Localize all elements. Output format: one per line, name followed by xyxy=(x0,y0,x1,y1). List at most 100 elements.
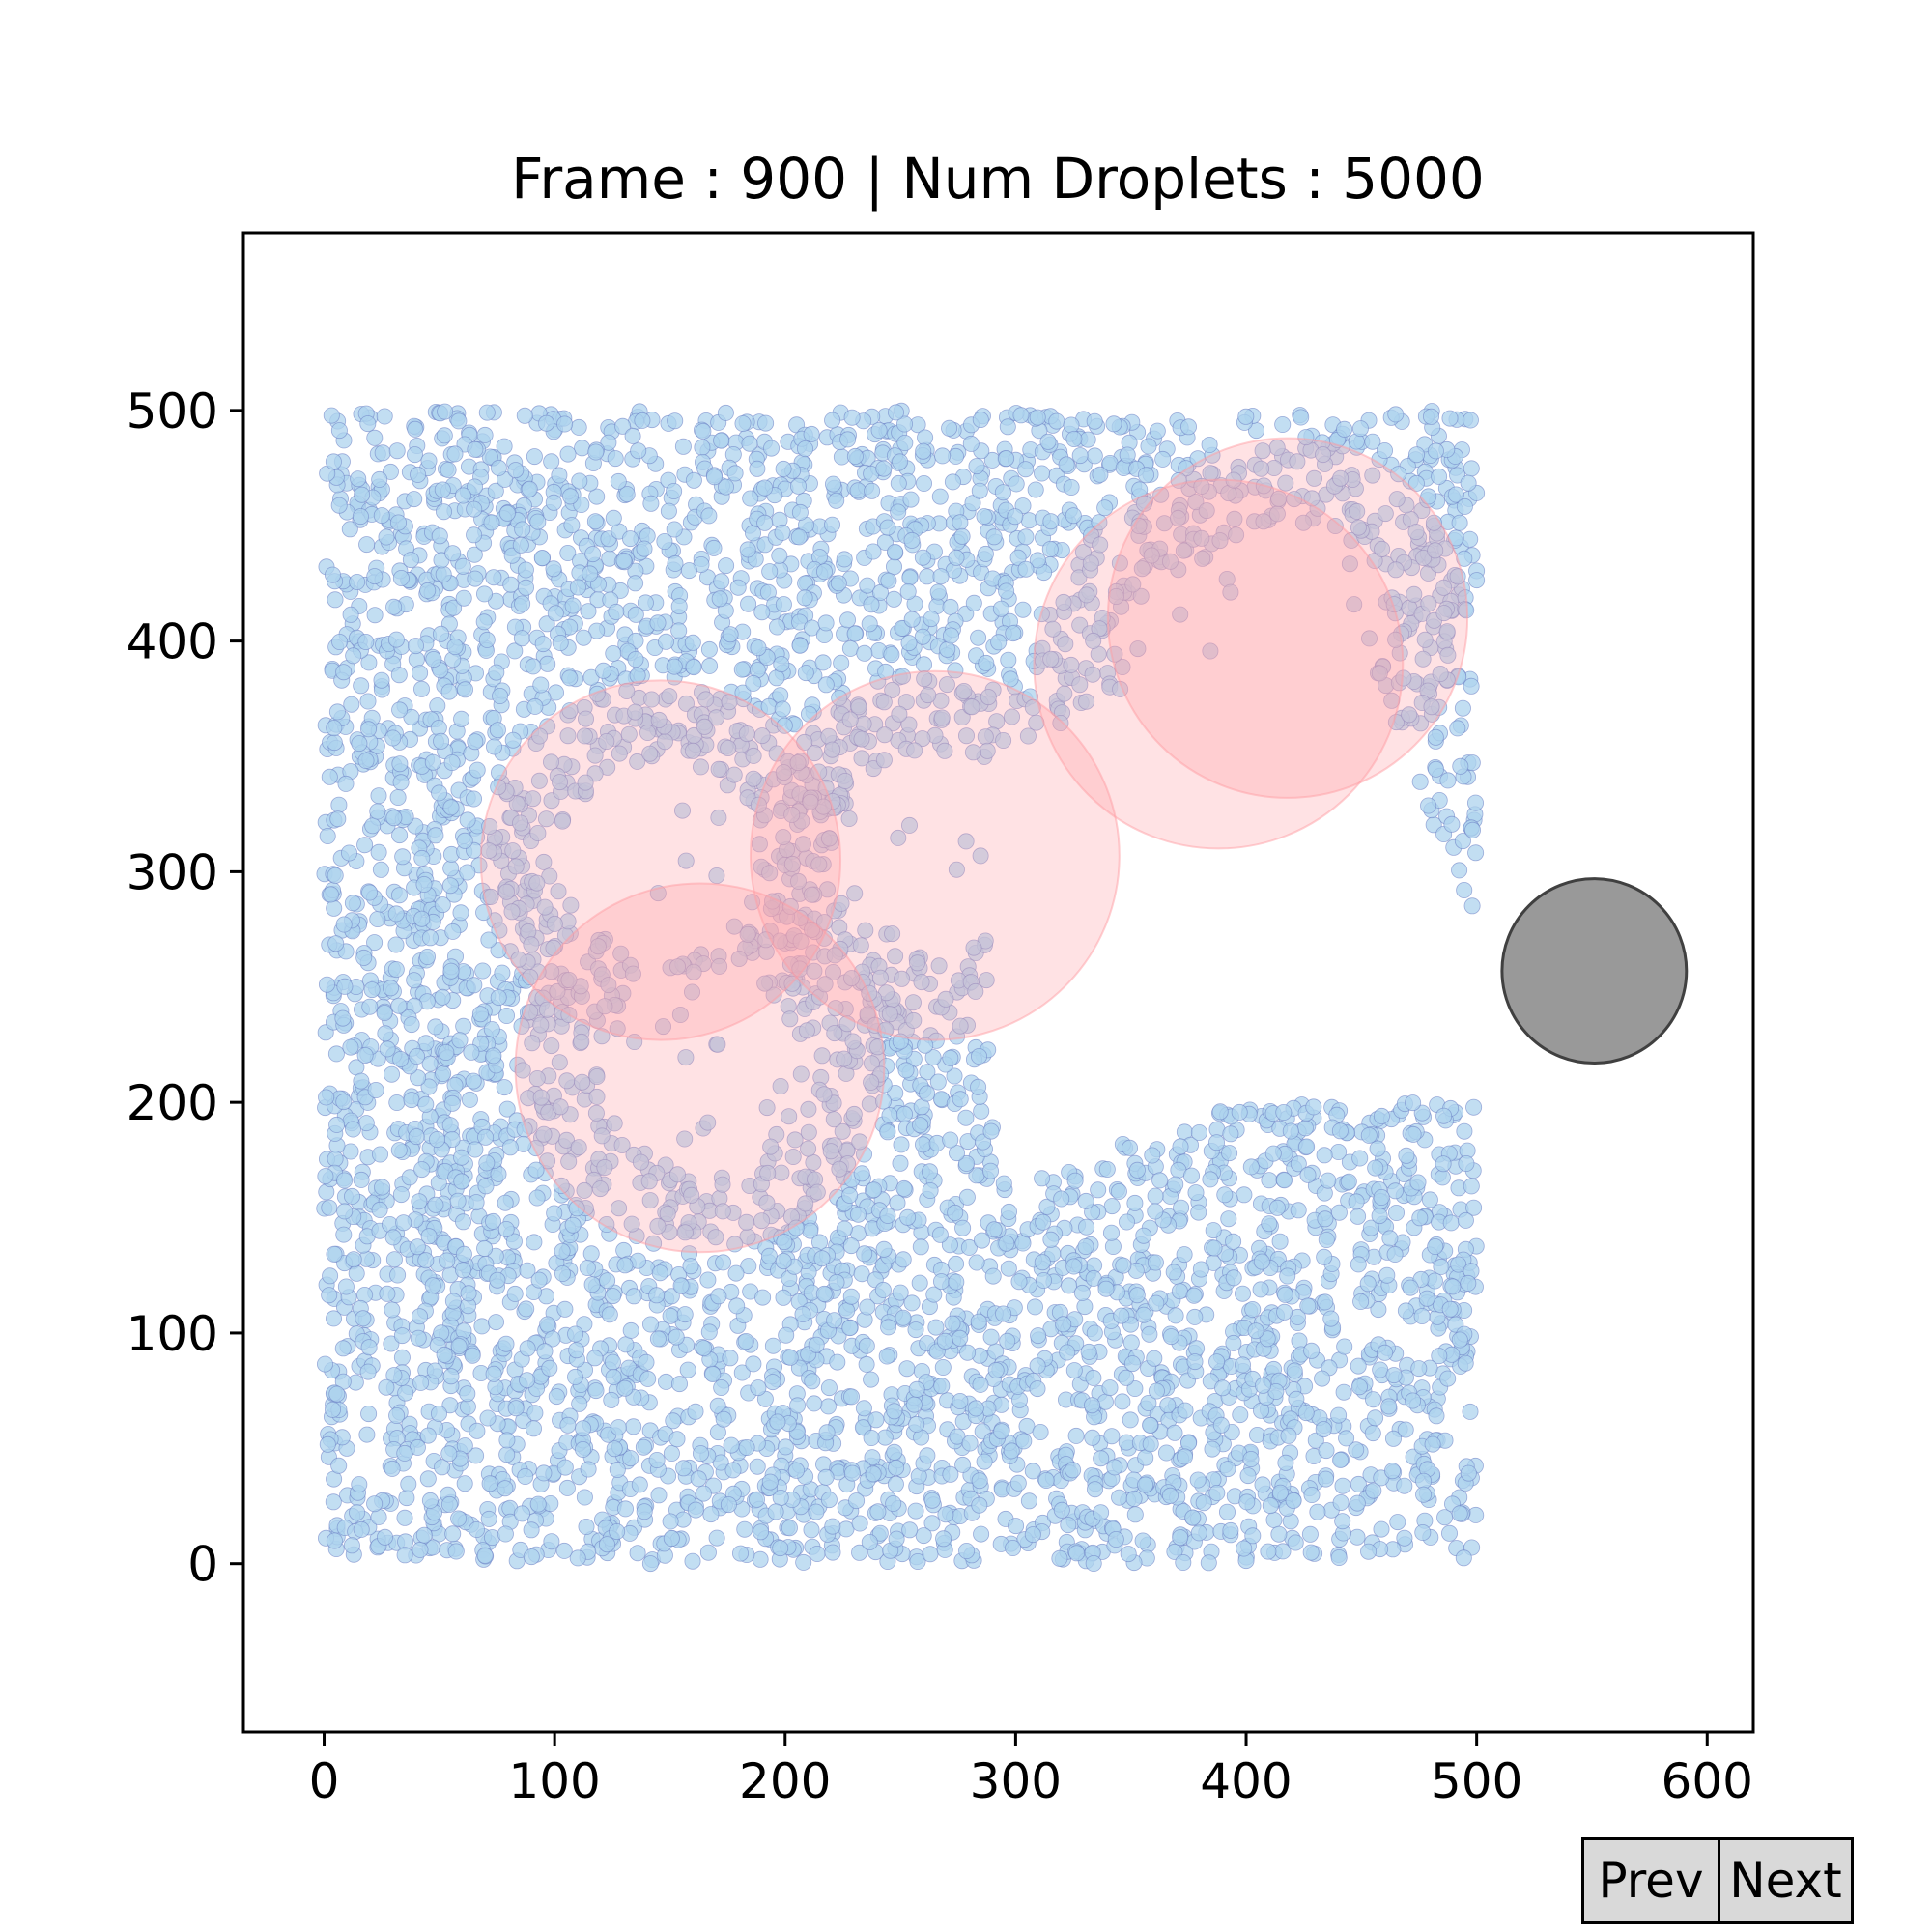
droplet-point xyxy=(418,948,437,966)
droplet-point xyxy=(694,439,711,456)
droplet-point xyxy=(885,1494,902,1513)
droplet-point xyxy=(498,1432,516,1449)
droplet-point xyxy=(456,681,474,698)
droplet-point xyxy=(1182,1167,1201,1184)
droplet-point xyxy=(1084,1429,1101,1446)
droplet-point xyxy=(968,458,985,475)
droplet-point xyxy=(1288,1390,1305,1407)
droplet-point xyxy=(675,1460,693,1477)
droplet-point xyxy=(1397,1302,1414,1320)
droplet-point xyxy=(535,1464,553,1482)
droplet-point xyxy=(972,411,989,429)
droplet-point xyxy=(789,1397,807,1414)
droplet-point xyxy=(469,1422,486,1439)
droplet-point xyxy=(1171,1283,1188,1300)
droplet-point xyxy=(586,1350,604,1367)
droplet-point xyxy=(355,1310,372,1327)
droplet-point xyxy=(627,606,644,623)
droplet-point xyxy=(548,1388,565,1406)
droplet-point xyxy=(1026,1298,1044,1316)
droplet-point xyxy=(1137,1449,1154,1466)
droplet-point xyxy=(1035,1271,1053,1290)
droplet-point xyxy=(345,1251,362,1268)
droplet-point xyxy=(480,931,497,949)
droplet-point xyxy=(846,885,864,902)
droplet-point xyxy=(931,1226,949,1243)
droplet-point xyxy=(685,659,702,676)
droplet-point xyxy=(394,848,412,866)
droplet-point xyxy=(442,799,460,816)
droplet-point xyxy=(622,1321,639,1339)
droplet-point xyxy=(1460,1464,1477,1482)
droplet-point xyxy=(923,611,940,628)
droplet-point xyxy=(679,1361,696,1378)
droplet-point xyxy=(446,638,464,656)
droplet-point xyxy=(1398,1147,1415,1164)
droplet-point xyxy=(566,1368,584,1385)
droplet-point xyxy=(1192,1261,1209,1278)
droplet-point xyxy=(1186,1308,1204,1325)
droplet-point xyxy=(990,634,1008,651)
droplet-point xyxy=(588,1067,606,1086)
droplet-point xyxy=(396,1509,413,1526)
droplet-point xyxy=(1226,510,1243,527)
droplet-point xyxy=(892,453,909,470)
droplet-point xyxy=(953,527,971,545)
droplet-point xyxy=(1462,1403,1479,1420)
droplet-point xyxy=(326,720,343,737)
droplet-point xyxy=(373,507,390,525)
droplet-point xyxy=(378,528,395,546)
droplet-point xyxy=(356,1046,374,1065)
droplet-point xyxy=(775,460,792,477)
droplet-point xyxy=(446,445,464,463)
droplet-point xyxy=(929,1073,947,1091)
droplet-point xyxy=(336,978,354,995)
droplet-point xyxy=(541,1359,558,1377)
droplet-point xyxy=(443,1094,461,1112)
droplet-point xyxy=(526,1405,544,1422)
droplet-point xyxy=(1078,1218,1095,1236)
droplet-point xyxy=(444,1525,462,1543)
droplet-point xyxy=(887,948,904,965)
droplet-point xyxy=(392,1186,410,1204)
droplet-point xyxy=(903,611,921,628)
droplet-point xyxy=(431,784,448,802)
droplet-point xyxy=(768,669,785,687)
droplet-point xyxy=(1318,1231,1335,1249)
droplet-point xyxy=(383,1335,400,1352)
droplet-point xyxy=(1330,1406,1348,1424)
droplet-point xyxy=(849,1206,867,1223)
droplet-point xyxy=(666,658,683,675)
droplet-point xyxy=(1177,1402,1194,1419)
droplet-point xyxy=(327,1045,345,1063)
droplet-point xyxy=(1244,1300,1262,1319)
droplet-point xyxy=(1186,1353,1204,1371)
droplet-point xyxy=(999,1332,1016,1350)
droplet-point xyxy=(587,443,605,461)
droplet-point xyxy=(717,404,734,421)
droplet-point xyxy=(806,1395,823,1412)
droplet-point xyxy=(1290,1202,1307,1219)
droplet-point xyxy=(334,1009,352,1027)
droplet-point xyxy=(1452,757,1469,775)
droplet-point xyxy=(1012,407,1030,424)
droplet-point xyxy=(914,628,931,645)
droplet-point xyxy=(1140,438,1157,455)
droplet-point xyxy=(1277,1454,1294,1471)
droplet-point xyxy=(666,482,683,500)
droplet-point xyxy=(525,658,542,675)
droplet-point xyxy=(901,1521,919,1539)
droplet-point xyxy=(392,774,410,791)
droplet-point xyxy=(957,1109,975,1126)
droplet-point xyxy=(750,1379,767,1397)
droplet-point xyxy=(1276,1303,1293,1321)
droplet-point xyxy=(342,1143,359,1160)
droplet-point xyxy=(973,1232,991,1249)
droplet-point xyxy=(432,625,450,642)
droplet-point xyxy=(420,1228,438,1245)
droplet-point xyxy=(684,1552,701,1570)
droplet-point xyxy=(700,1323,718,1341)
droplet-point xyxy=(848,1492,866,1510)
droplet-point xyxy=(1135,1227,1152,1244)
droplet-point xyxy=(1322,1310,1340,1327)
